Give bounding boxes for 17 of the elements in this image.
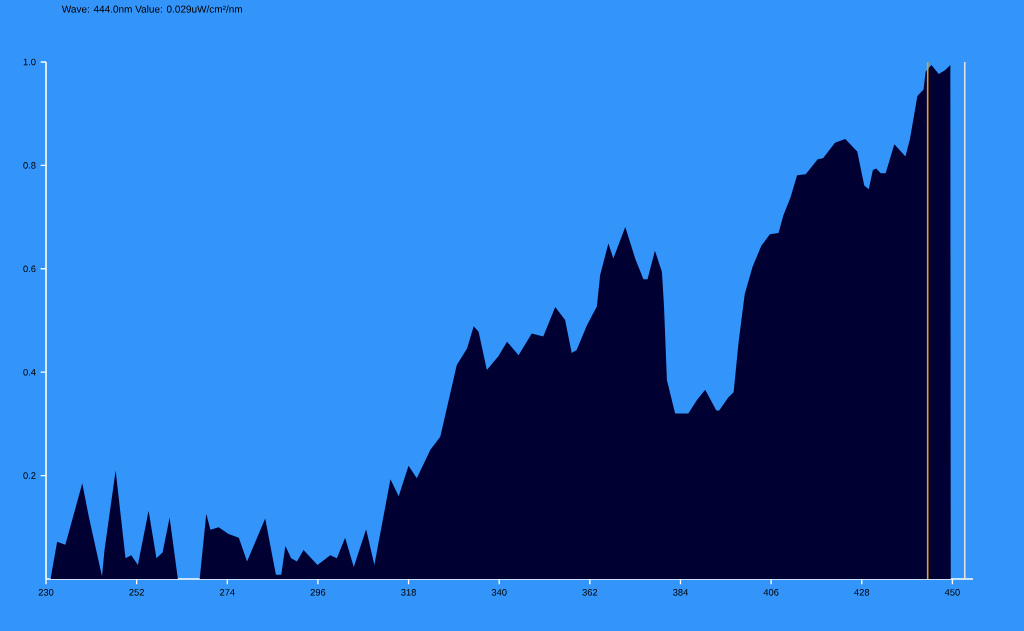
x-tick-label: 274 xyxy=(219,589,235,596)
y-tick-label: 0.8 xyxy=(23,162,36,169)
x-tick-label: 450 xyxy=(944,589,960,596)
x-tick-label: 428 xyxy=(854,589,870,596)
x-tick-label: 252 xyxy=(129,589,144,596)
x-tick-label: 406 xyxy=(763,589,779,596)
x-tick-label: 318 xyxy=(401,589,416,596)
y-tick-label: 0.6 xyxy=(23,265,36,273)
x-tick-label: 362 xyxy=(582,589,598,596)
y-tick-label: 0.2 xyxy=(23,472,36,479)
x-tick-label: 296 xyxy=(310,589,326,596)
y-tick-label: 0.4 xyxy=(23,368,36,376)
x-tick-label: 340 xyxy=(491,589,507,596)
chart-title: Wave: 444.0nm Value: 0.029uW/cm²/nm xyxy=(61,5,242,13)
x-tick-label: 230 xyxy=(38,589,54,596)
y-tick-label: 1.0 xyxy=(23,58,36,66)
x-tick-label: 384 xyxy=(673,589,688,596)
